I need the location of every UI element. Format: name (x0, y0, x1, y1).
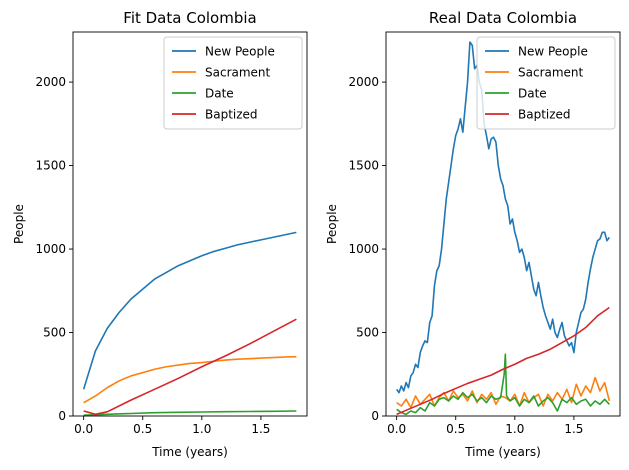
legend-label-sacrament: Sacrament (518, 66, 584, 80)
legend-label-baptized: Baptized (205, 108, 258, 122)
y-axis-label: People (12, 204, 26, 244)
legend-label-baptized: Baptized (518, 108, 571, 122)
y-tick-label: 500 (356, 326, 379, 340)
legend-label-date: Date (205, 87, 234, 101)
axes-frame (385, 31, 621, 417)
y-tick-label: 500 (43, 326, 66, 340)
x-tick-label: 1.5 (564, 422, 583, 436)
legend-label-sacrament: Sacrament (205, 66, 271, 80)
series-group (82, 231, 297, 416)
series-line-new-people (82, 231, 297, 390)
y-tick-label: 1000 (35, 242, 66, 256)
x-axis-label: Time (years) (464, 445, 541, 459)
y-axis-label: People (325, 204, 339, 244)
legend-label-new-people: New People (205, 45, 275, 59)
x-tick-label: 1.5 (251, 422, 270, 436)
legend-box (476, 36, 616, 130)
series-line-date (83, 410, 297, 416)
y-tick-label: 0 (371, 409, 379, 423)
y-tick-label: 2000 (348, 75, 379, 89)
legend: New People Sacrament Date Baptized (163, 36, 303, 130)
y-tick-label: 2000 (35, 75, 66, 89)
legend: New People Sacrament Date Baptized (476, 36, 616, 130)
axes-frame (72, 31, 308, 417)
y-tick-label: 0 (58, 409, 66, 423)
x-tick-label: 0.0 (74, 422, 93, 436)
left-subplot: Fit Data Colombia 0.0 0.5 1.0 1.5 0 500 1000 150… (12, 9, 308, 459)
x-tick-label: 0.0 (387, 422, 406, 436)
series-group (395, 41, 611, 416)
y-tick-label: 1000 (348, 242, 379, 256)
series-line-sacrament (83, 355, 297, 404)
series-line-date (396, 353, 610, 416)
chart-title: Real Data Colombia (429, 9, 577, 27)
y-tick-label: 1500 (35, 159, 66, 173)
x-tick-label: 1.0 (192, 422, 211, 436)
x-tick-label: 0.5 (446, 422, 465, 436)
chart-title: Fit Data Colombia (123, 9, 256, 27)
legend-box (163, 36, 303, 130)
x-tick-label: 1.0 (505, 422, 524, 436)
legend-label-date: Date (518, 87, 547, 101)
series-line-baptized (396, 306, 610, 416)
series-line-baptized (83, 318, 297, 416)
x-axis-label: Time (years) (151, 445, 228, 459)
series-line-new-people (395, 41, 611, 394)
legend-label-new-people: New People (518, 45, 588, 59)
y-tick-label: 1500 (348, 159, 379, 173)
x-tick-label: 0.5 (133, 422, 152, 436)
right-subplot: Real Data Colombia 0.0 0.5 1.0 1.5 0 500 1000 15… (325, 9, 621, 459)
